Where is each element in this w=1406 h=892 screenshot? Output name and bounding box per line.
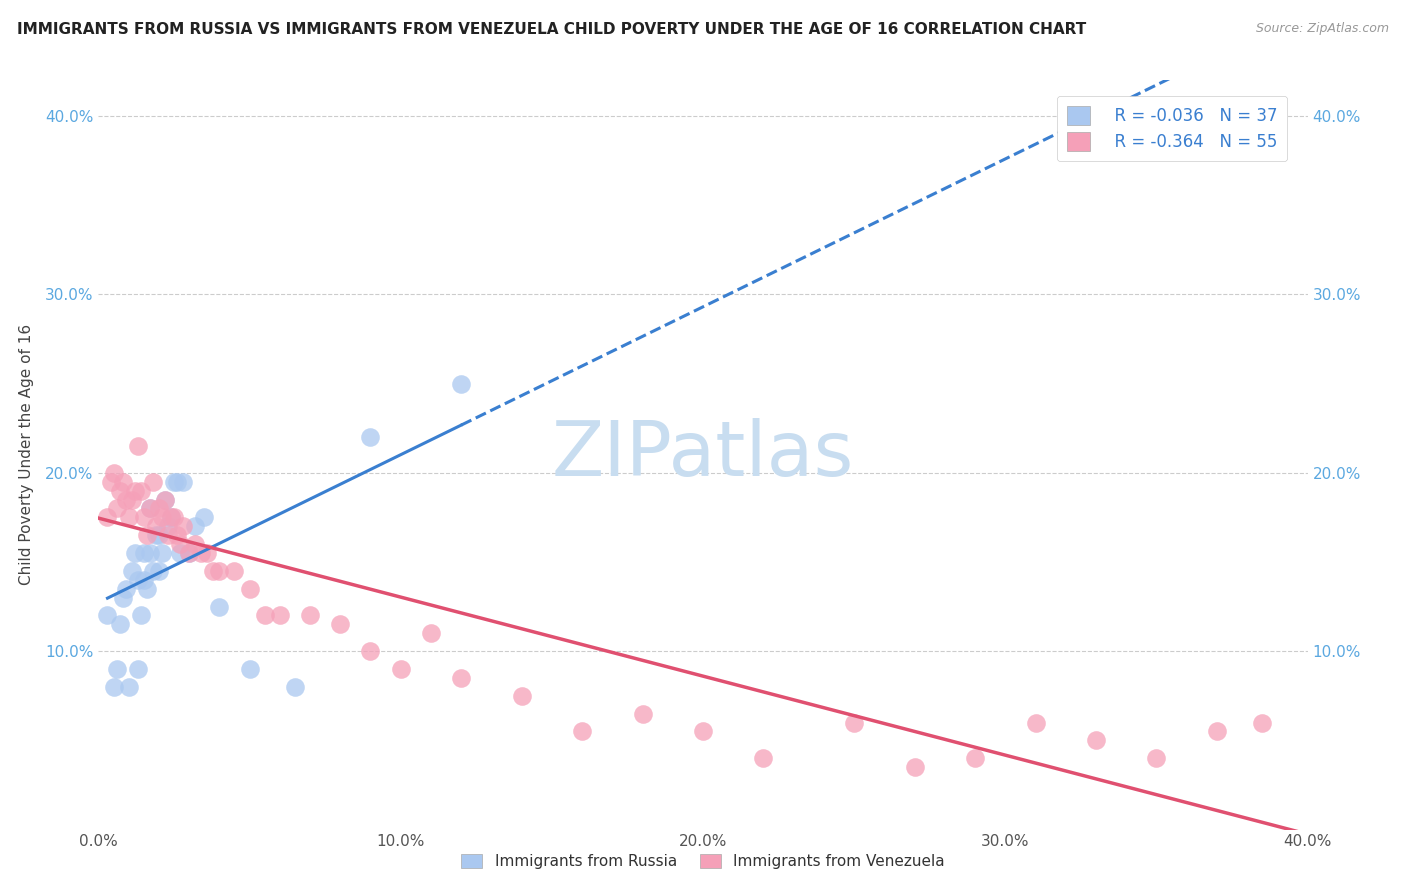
Point — [184, 519, 207, 533]
Point — [179, 546, 201, 560]
Legend: Immigrants from Russia, Immigrants from Venezuela: Immigrants from Russia, Immigrants from … — [456, 848, 950, 875]
Point — [103, 466, 125, 480]
Point — [224, 564, 246, 578]
Point — [124, 546, 146, 560]
Point — [420, 626, 443, 640]
Point — [148, 501, 170, 516]
Point — [631, 706, 654, 721]
Point — [450, 376, 472, 391]
Point — [108, 483, 131, 498]
Point — [169, 537, 191, 551]
Point — [195, 546, 218, 560]
Point — [129, 608, 152, 623]
Point — [160, 510, 183, 524]
Point — [153, 492, 176, 507]
Point — [142, 475, 165, 489]
Point — [450, 671, 472, 685]
Point — [132, 546, 155, 560]
Point — [108, 617, 131, 632]
Legend:   R = -0.036   N = 37,   R = -0.364   N = 55: R = -0.036 N = 37, R = -0.364 N = 55 — [1057, 96, 1286, 161]
Point — [105, 662, 128, 676]
Point — [129, 483, 152, 498]
Point — [103, 680, 125, 694]
Point — [121, 564, 143, 578]
Point — [150, 546, 173, 560]
Text: IMMIGRANTS FROM RUSSIA VS IMMIGRANTS FROM VENEZUELA CHILD POVERTY UNDER THE AGE : IMMIGRANTS FROM RUSSIA VS IMMIGRANTS FRO… — [17, 22, 1085, 37]
Point — [1144, 751, 1167, 765]
Point — [253, 608, 276, 623]
Point — [571, 724, 593, 739]
Point — [1251, 715, 1274, 730]
Point — [239, 662, 262, 676]
Point — [132, 573, 155, 587]
Point — [118, 680, 141, 694]
Point — [127, 662, 149, 676]
Point — [127, 573, 149, 587]
Point — [166, 528, 188, 542]
Point — [114, 492, 136, 507]
Point — [752, 751, 775, 765]
Point — [510, 689, 533, 703]
Point — [118, 510, 141, 524]
Point — [360, 644, 382, 658]
Point — [135, 528, 157, 542]
Point — [139, 546, 162, 560]
Point — [111, 475, 134, 489]
Point — [1085, 733, 1108, 747]
Point — [202, 564, 225, 578]
Point — [329, 617, 352, 632]
Point — [124, 483, 146, 498]
Point — [153, 492, 176, 507]
Point — [148, 528, 170, 542]
Point — [139, 501, 162, 516]
Point — [121, 492, 143, 507]
Point — [160, 510, 183, 524]
Point — [389, 662, 412, 676]
Point — [100, 475, 122, 489]
Point — [132, 510, 155, 524]
Point — [269, 608, 291, 623]
Point — [142, 564, 165, 578]
Point — [184, 537, 207, 551]
Point — [127, 439, 149, 453]
Point — [139, 501, 162, 516]
Point — [163, 510, 186, 524]
Point — [114, 582, 136, 596]
Point — [135, 582, 157, 596]
Point — [166, 475, 188, 489]
Point — [105, 501, 128, 516]
Point — [965, 751, 987, 765]
Point — [239, 582, 262, 596]
Point — [179, 546, 201, 560]
Point — [169, 546, 191, 560]
Point — [193, 510, 215, 524]
Point — [145, 528, 167, 542]
Point — [172, 519, 194, 533]
Point — [1024, 715, 1046, 730]
Point — [360, 430, 382, 444]
Point — [145, 519, 167, 533]
Point — [96, 608, 118, 623]
Point — [208, 564, 231, 578]
Point — [150, 510, 173, 524]
Point — [148, 564, 170, 578]
Point — [96, 510, 118, 524]
Point — [1206, 724, 1229, 739]
Point — [692, 724, 714, 739]
Point — [156, 519, 179, 533]
Point — [172, 475, 194, 489]
Point — [208, 599, 231, 614]
Point — [844, 715, 866, 730]
Point — [190, 546, 212, 560]
Point — [111, 591, 134, 605]
Point — [299, 608, 322, 623]
Point — [904, 760, 927, 774]
Point — [156, 528, 179, 542]
Text: Source: ZipAtlas.com: Source: ZipAtlas.com — [1256, 22, 1389, 36]
Point — [163, 475, 186, 489]
Text: ZIPatlas: ZIPatlas — [551, 418, 855, 491]
Point — [284, 680, 307, 694]
Y-axis label: Child Poverty Under the Age of 16: Child Poverty Under the Age of 16 — [18, 325, 34, 585]
